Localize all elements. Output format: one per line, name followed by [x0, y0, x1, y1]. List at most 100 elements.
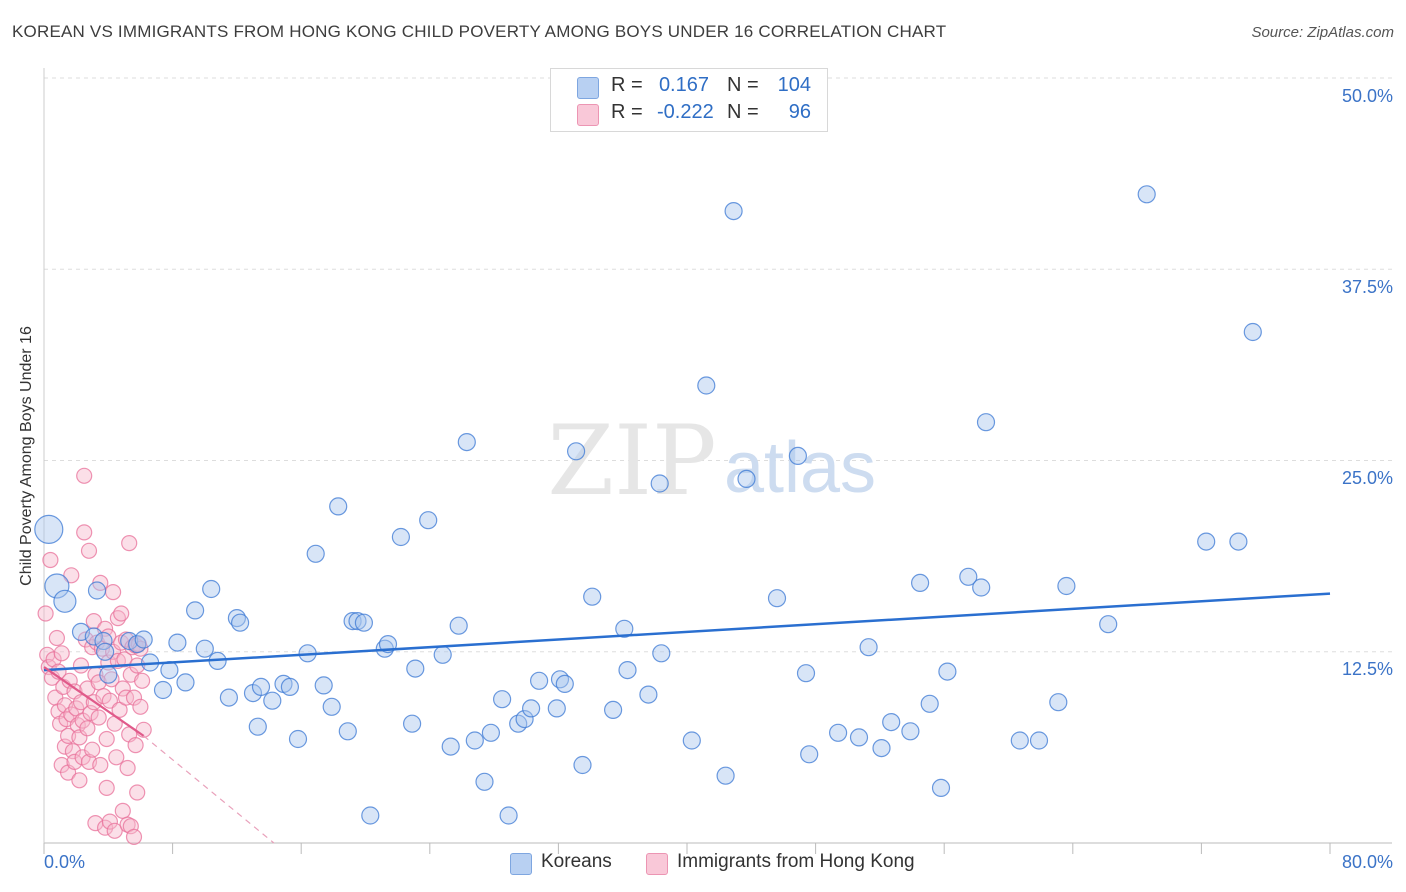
- korean-point: [618, 660, 637, 680]
- korean-point: [314, 676, 333, 695]
- korean-point: [901, 722, 920, 741]
- korean-point: [959, 567, 978, 586]
- hong-kong-point: [72, 657, 90, 674]
- korean-point: [84, 627, 103, 646]
- bottom-legend-label: Immigrants from Hong Kong: [677, 851, 915, 872]
- hong-kong-point: [113, 605, 130, 622]
- hong-kong-point: [69, 717, 86, 734]
- korean-point: [248, 717, 267, 736]
- korean-point: [343, 611, 362, 631]
- korean-point: [1229, 532, 1248, 551]
- korean-point: [724, 202, 743, 221]
- korean-point: [509, 714, 528, 733]
- y-tick-label-37-5: 37.5%: [1341, 277, 1393, 297]
- korean-point: [521, 699, 541, 718]
- korean-point: [976, 413, 996, 432]
- hong-kong-point: [42, 551, 59, 569]
- korean-point: [882, 712, 901, 732]
- korean-point: [306, 544, 325, 563]
- korean-point: [95, 642, 115, 661]
- korean-point: [910, 573, 930, 593]
- series-koreans: [34, 185, 1262, 825]
- korean-point: [34, 514, 64, 545]
- korean-point: [1057, 576, 1076, 596]
- chart-title: KOREAN VS IMMIGRANTS FROM HONG KONG CHIL…: [12, 22, 947, 41]
- trend-line-hong-kong-extrapolated: [143, 735, 275, 844]
- hong-kong-point: [101, 813, 119, 830]
- korean-point: [499, 806, 518, 825]
- korean-point: [872, 738, 891, 758]
- korean-point: [280, 677, 299, 697]
- korean-point: [1137, 185, 1156, 204]
- hong-kong-point: [129, 784, 146, 801]
- x-tick-label-min: 0.0%: [44, 852, 86, 872]
- hong-kong-point: [134, 672, 151, 689]
- hong-kong-point: [71, 729, 88, 746]
- korean-point: [547, 699, 566, 718]
- hong-kong-point: [125, 689, 143, 706]
- korean-point: [859, 638, 878, 657]
- legend-n-value: 96: [788, 101, 811, 123]
- series-hong-kong: [37, 467, 152, 846]
- legend-r-value: 0.167: [658, 74, 709, 96]
- korean-point: [573, 755, 592, 775]
- x-ticks: [43, 843, 1331, 854]
- korean-point: [53, 589, 77, 613]
- korean-point: [475, 772, 494, 791]
- hong-kong-point: [114, 680, 131, 697]
- hong-kong-point: [53, 645, 70, 662]
- korean-point: [288, 729, 308, 749]
- legend-n-value: 104: [777, 74, 811, 96]
- korean-point: [931, 778, 951, 798]
- korean-point: [465, 731, 484, 750]
- legend-r-value: -0.222: [657, 101, 714, 123]
- korean-point: [348, 611, 367, 631]
- korean-point: [603, 700, 623, 720]
- hong-kong-point: [76, 467, 93, 484]
- y-tick-label-25: 25.0%: [1341, 468, 1393, 488]
- legend-n-label: N =: [727, 101, 759, 123]
- legend-swatch-blue: [577, 77, 599, 99]
- hong-kong-point: [63, 567, 80, 584]
- bottom-legend-swatch-blue: [510, 853, 532, 875]
- korean-point: [1099, 615, 1118, 634]
- korean-point: [99, 665, 118, 684]
- korean-point: [457, 433, 476, 452]
- korean-point: [849, 728, 869, 747]
- legend-swatch-pink: [577, 104, 599, 126]
- korean-point: [1029, 731, 1049, 750]
- watermark-zip: ZIP: [547, 405, 716, 517]
- hong-kong-point: [127, 736, 144, 754]
- korean-point: [650, 474, 669, 493]
- korean-point: [737, 469, 756, 488]
- korean-point: [697, 376, 716, 395]
- korean-point: [406, 659, 425, 678]
- trend-line-koreans: [43, 592, 1331, 672]
- korean-point: [615, 619, 634, 638]
- korean-point: [972, 578, 991, 597]
- korean-point: [529, 671, 549, 690]
- korean-point: [433, 645, 452, 664]
- hong-kong-point: [48, 629, 66, 647]
- korean-point: [231, 613, 250, 632]
- legend-r-label: R =: [611, 101, 643, 123]
- x-tick-label-max: 80.0%: [1341, 852, 1393, 872]
- korean-point: [800, 745, 819, 764]
- hong-kong-point: [37, 605, 54, 622]
- korean-point: [1197, 532, 1216, 551]
- hong-kong-point: [98, 730, 115, 748]
- watermark: ZIP atlas: [547, 405, 876, 517]
- legend-n-label: N =: [727, 74, 759, 96]
- korean-point: [828, 723, 848, 742]
- correlation-legend: R = 0.167 N = 104 R = -0.222 N = 96: [550, 68, 828, 132]
- trend-line-hong-kong: [43, 666, 145, 737]
- hong-kong-point: [80, 542, 98, 559]
- korean-point: [493, 690, 512, 709]
- hong-kong-point: [119, 759, 136, 777]
- hong-kong-point: [125, 828, 143, 846]
- bottom-legend-label: Koreans: [541, 851, 612, 872]
- hong-kong-point: [98, 779, 115, 797]
- hong-kong-point: [92, 756, 109, 774]
- korean-point: [134, 630, 153, 649]
